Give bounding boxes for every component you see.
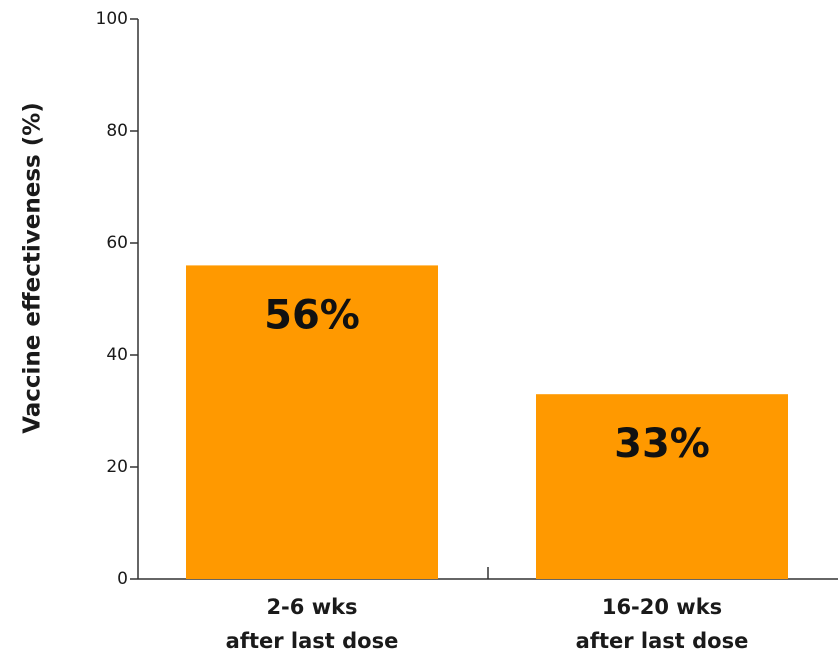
x-axis-labels: 2-6 wks after last dose 16-20 wks after las… [226,595,749,653]
bar-value-label: 56% [264,292,360,338]
y-tick-label: 80 [106,121,128,141]
bar [186,265,438,579]
y-tick-label: 0 [117,569,128,589]
bar [536,394,788,579]
y-axis-ticks: 0 20 40 60 80 100 [96,9,489,589]
x-category-label: 2-6 wks [266,595,357,619]
x-category-label: 16-20 wks [602,595,722,619]
y-axis-title: Vaccine effectiveness (%) [20,102,46,434]
bar-value-label: 33% [614,421,710,467]
y-tick-label: 40 [106,345,128,365]
y-tick-label: 60 [106,233,128,253]
bars: 56% 33% [186,265,788,579]
x-category-label: after last dose [576,629,749,653]
y-tick-label: 20 [106,457,128,477]
y-tick-label: 100 [96,9,128,29]
x-category-label: after last dose [226,629,399,653]
